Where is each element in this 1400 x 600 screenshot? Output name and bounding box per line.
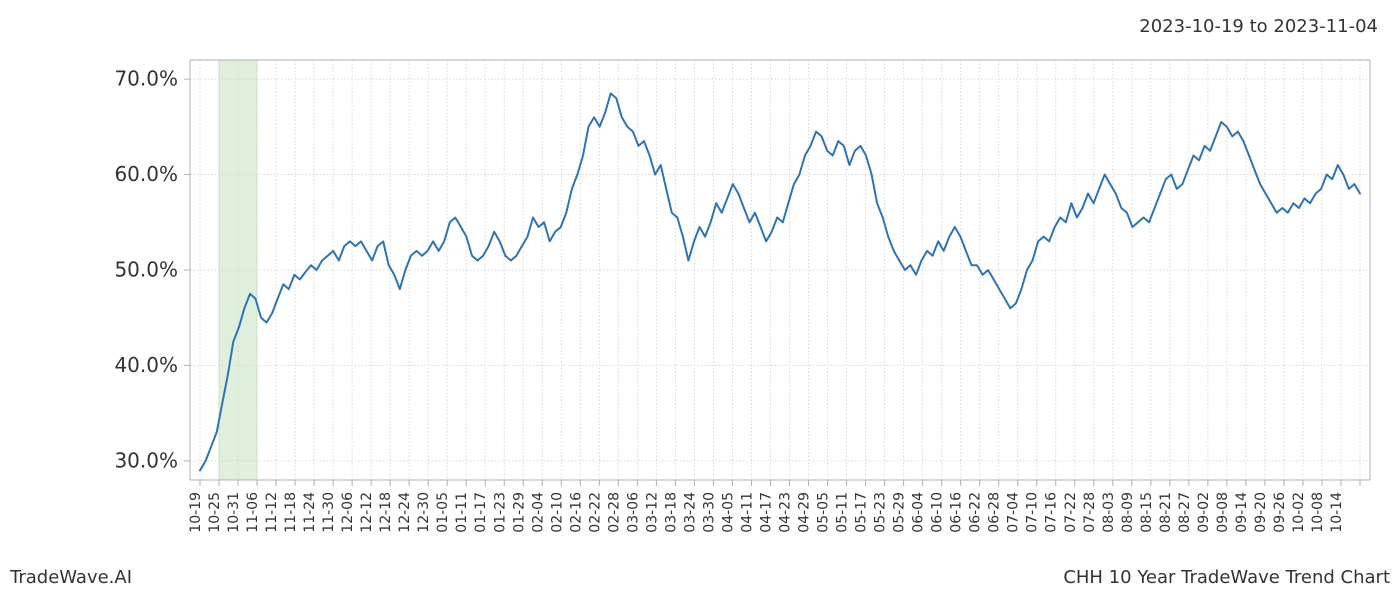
svg-text:06-10: 06-10 [930,492,946,533]
svg-text:03-06: 03-06 [625,492,641,533]
svg-text:01-11: 01-11 [454,492,470,533]
svg-text:40.0%: 40.0% [114,353,178,377]
svg-text:06-16: 06-16 [949,492,965,533]
svg-text:70.0%: 70.0% [114,67,178,91]
svg-text:08-15: 08-15 [1139,492,1155,533]
svg-text:12-24: 12-24 [397,492,413,533]
svg-text:05-23: 05-23 [873,492,889,533]
svg-text:07-04: 07-04 [1006,492,1022,533]
svg-text:04-29: 04-29 [797,492,813,533]
svg-text:09-14: 09-14 [1234,492,1250,533]
svg-text:10-02: 10-02 [1291,492,1307,533]
svg-text:02-22: 02-22 [587,492,603,533]
svg-text:12-30: 12-30 [416,492,432,533]
svg-text:03-18: 03-18 [663,492,679,533]
svg-text:10-31: 10-31 [226,492,242,533]
trend-chart-container: 2023-10-19 to 2023-11-04 30.0% 40.0% 50.0%… [0,0,1400,600]
svg-text:09-20: 09-20 [1253,492,1269,533]
svg-text:06-04: 06-04 [911,492,927,533]
svg-text:60.0%: 60.0% [114,162,178,186]
svg-text:05-17: 05-17 [854,492,870,533]
svg-text:05-29: 05-29 [892,492,908,533]
chart-title: CHH 10 Year TradeWave Trend Chart [1063,567,1390,588]
svg-text:12-18: 12-18 [378,492,394,533]
svg-text:08-21: 08-21 [1158,492,1174,533]
svg-text:04-23: 04-23 [778,492,794,533]
svg-text:07-22: 07-22 [1063,492,1079,533]
svg-text:08-09: 08-09 [1120,492,1136,533]
svg-text:10-25: 10-25 [207,492,223,533]
svg-text:01-29: 01-29 [511,492,527,533]
trend-chart: 30.0% 40.0% 50.0% 60.0% 70.0% 10-1910-2510-31… [0,0,1400,600]
svg-text:08-03: 08-03 [1101,492,1117,533]
svg-text:04-17: 04-17 [758,492,774,533]
svg-text:03-30: 03-30 [701,492,717,533]
svg-text:07-10: 07-10 [1025,492,1041,533]
svg-text:01-17: 01-17 [473,492,489,533]
svg-text:10-14: 10-14 [1329,492,1345,533]
svg-text:01-23: 01-23 [492,492,508,533]
svg-text:09-08: 09-08 [1215,492,1231,533]
svg-text:11-18: 11-18 [283,492,299,533]
brand-label: TradeWave.AI [10,567,132,588]
svg-text:02-10: 02-10 [549,492,565,533]
svg-text:02-28: 02-28 [606,492,622,533]
svg-text:03-12: 03-12 [644,492,660,533]
svg-text:04-05: 04-05 [720,492,736,533]
svg-text:08-27: 08-27 [1177,492,1193,533]
svg-text:07-16: 07-16 [1044,492,1060,533]
svg-text:02-16: 02-16 [568,492,584,533]
svg-text:12-06: 12-06 [340,492,356,533]
svg-text:03-24: 03-24 [682,492,698,533]
svg-text:07-28: 07-28 [1082,492,1098,533]
svg-text:05-05: 05-05 [816,492,832,533]
svg-text:09-26: 09-26 [1272,492,1288,533]
svg-text:11-30: 11-30 [321,492,337,533]
svg-text:10-08: 10-08 [1310,492,1326,533]
svg-text:01-05: 01-05 [435,492,451,533]
svg-text:11-06: 11-06 [245,492,261,533]
date-range-label: 2023-10-19 to 2023-11-04 [1139,16,1378,37]
svg-text:02-04: 02-04 [530,492,546,533]
svg-text:50.0%: 50.0% [114,258,178,282]
svg-text:04-11: 04-11 [739,492,755,533]
svg-text:06-22: 06-22 [968,492,984,533]
svg-text:11-24: 11-24 [302,492,318,533]
svg-text:05-11: 05-11 [835,492,851,533]
svg-text:06-28: 06-28 [987,492,1003,533]
svg-text:12-12: 12-12 [359,492,375,533]
svg-text:09-02: 09-02 [1196,492,1212,533]
svg-text:10-19: 10-19 [188,492,204,533]
svg-text:30.0%: 30.0% [114,448,178,472]
svg-text:11-12: 11-12 [264,492,280,533]
